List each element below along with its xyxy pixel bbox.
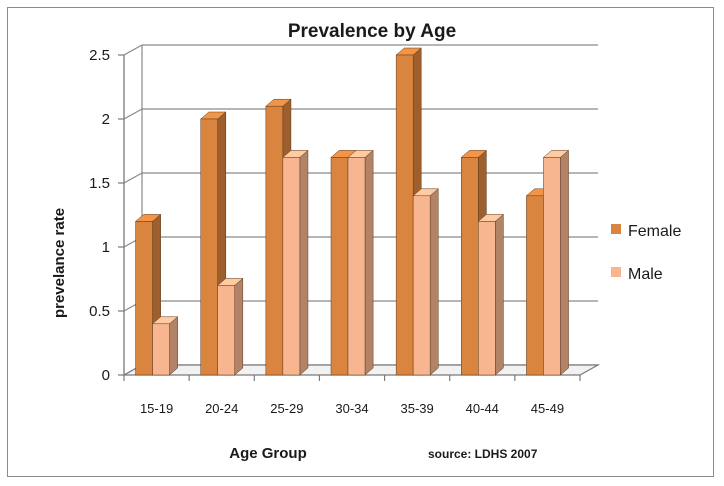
y-tick-label: 1.5 (89, 175, 110, 192)
x-tick-label: 20-24 (205, 401, 238, 416)
legend-swatch-female (611, 224, 621, 234)
y-tick-label: 0.5 (89, 303, 110, 320)
x-tick-label: 35-39 (401, 401, 434, 416)
y-tick-label: 2.5 (89, 47, 110, 64)
x-tick-label: 25-29 (270, 401, 303, 416)
gridline-side (123, 108, 143, 120)
y-tick-label: 1 (102, 239, 110, 256)
bar-male-45-49 (542, 149, 570, 376)
x-tick-label: 45-49 (531, 401, 564, 416)
legend-label-female: Female (628, 223, 681, 240)
y-tick-label: 0 (102, 367, 110, 384)
bar-male-20-24 (217, 277, 244, 376)
legend-label-male: Male (628, 266, 663, 283)
bar-male-15-19 (151, 316, 179, 376)
gridline-side (123, 172, 143, 184)
bars (134, 47, 570, 376)
chart-title: Prevalence by Age (288, 21, 456, 42)
bar-male-25-29 (282, 149, 309, 376)
x-tick-label: 40-44 (466, 401, 499, 416)
bar-male-30-34 (347, 149, 374, 376)
bar-male-40-44 (477, 213, 505, 376)
y-axis-label: prevelance rate (51, 208, 68, 318)
x-tick-label: 15-19 (140, 401, 173, 416)
y-tick-label: 2 (102, 111, 110, 128)
legend-swatch-male (611, 267, 621, 277)
bar-male-35-39 (412, 188, 439, 376)
gridline-side (123, 44, 143, 56)
x-tick-label: 30-34 (335, 401, 368, 416)
x-axis-label: Age Group (229, 445, 307, 462)
tick-labels: 0 0.5 1 1.5 2 2.5 15-19 20-24 25-29 30-34 35-39 40-… (89, 47, 564, 416)
source-note: source: LDHS 2007 (428, 447, 538, 461)
legend: Female Male (611, 223, 681, 283)
